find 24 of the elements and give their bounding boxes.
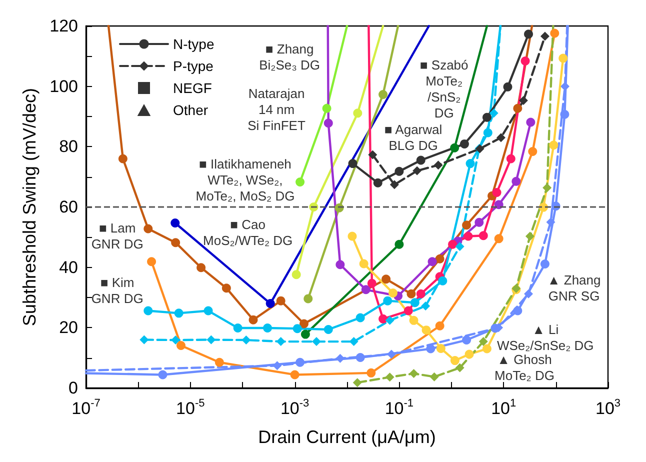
annotation: ▲ Li WSe₂/SnSe₂ DG [496, 322, 594, 353]
y-tick-label: 20 [59, 318, 78, 338]
annotation: ■ Ilatikhameneh WTe₂, WSe₂, MoTe₂, MoS₂ DG [196, 156, 295, 204]
y-tick-label: 120 [50, 16, 78, 36]
legend-label: P-type [173, 58, 214, 74]
legend-label: NEGF [173, 80, 212, 96]
y-tick-label: 60 [59, 198, 78, 216]
annotation: ■ Cao MoS₂/WTe₂ DG [203, 216, 293, 248]
annotation: ■ Lam GNR DG [91, 220, 144, 252]
annotation: ■ Zhang Bi₂Se₃ DG [259, 42, 320, 73]
y-tick-label: 40 [59, 258, 78, 277]
annotation: ▲ Ghosh MoTe₂ DG [494, 352, 554, 384]
annotation: ■ Kim GNR DG [91, 274, 144, 306]
y-tick-label: 80 [59, 137, 78, 156]
annotation: ▲ Zhang GNR SG [547, 272, 601, 304]
annotation: Natarajan 14 nm Si FinFET [248, 86, 306, 133]
y-tick-label: 0 [68, 378, 78, 398]
legend-label: N-type [173, 36, 214, 52]
annotation: ■ Szabó MoTe₂ /SnS₂ DG [420, 57, 468, 120]
x-axis-title: Drain Current (μA/μm) [258, 427, 436, 447]
y-axis-title: Subthreshold Swing (mV/dec) [20, 88, 40, 326]
legend-label: Other [173, 102, 208, 118]
annotation: ■ Agarwal BLG DG [384, 122, 442, 153]
y-tick-label: 100 [50, 76, 78, 96]
